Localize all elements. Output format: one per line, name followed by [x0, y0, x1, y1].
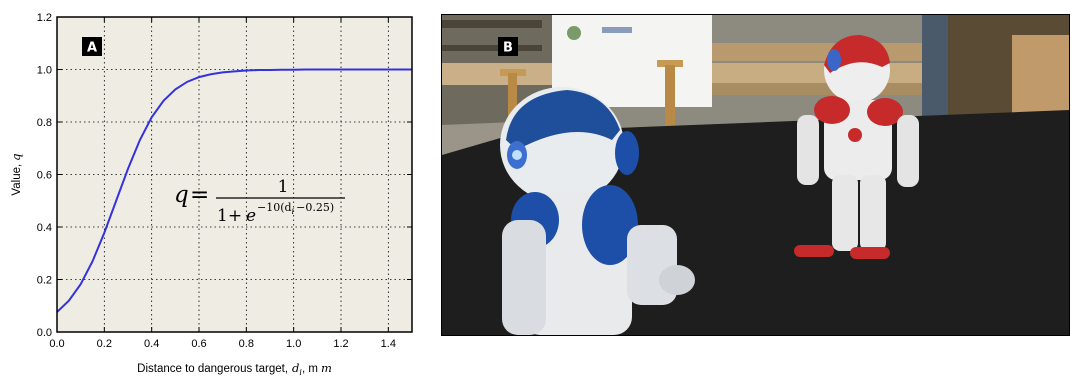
x-tick-label: 1.0: [286, 338, 301, 350]
axis-ticks: 0.0 0.2 0.4 0.6 0.8 1.0 1.2 1.4 0.0 0.2 0.4 0.6 0.8 1…: [37, 12, 412, 350]
y-tick-label: 0.6: [37, 170, 52, 182]
formula-denominator-base: e: [246, 206, 256, 226]
panel-label-a: A: [82, 37, 102, 56]
x-tick-label: 0.2: [97, 338, 112, 350]
robot-blue: [500, 87, 695, 335]
formula-exponent-tail: −0.25): [296, 201, 334, 214]
y-tick-label: 0.4: [37, 222, 52, 234]
panel-label-b: B: [498, 37, 518, 56]
grid-lines: [57, 17, 412, 332]
robot-red: [794, 35, 919, 259]
plot-frame: [56, 16, 413, 333]
photo-panel: B: [441, 14, 1070, 336]
formula-exponent: −10(d: [257, 201, 292, 214]
x-tick-label: 1.2: [333, 338, 348, 350]
y-tick-label: 0.2: [37, 275, 52, 287]
x-tick-label: 0.4: [144, 338, 159, 350]
panel-label-a-text: A: [87, 41, 97, 56]
formula-lhs: q: [174, 182, 189, 208]
x-tick-label: 0.8: [239, 338, 254, 350]
formula: q = 1 1+ e −10(di −0.25): [174, 177, 345, 226]
formula-equals: =: [190, 182, 209, 208]
y-tick-label: 0.0: [37, 327, 52, 339]
formula-numerator: 1: [278, 177, 289, 197]
y-tick-label: 0.8: [37, 117, 52, 129]
svg-text:−10(di−0.25): −10(di −0.25): [257, 201, 334, 216]
y-tick-label: 1.2: [37, 12, 52, 24]
x-tick-label: 0.0: [49, 338, 64, 350]
x-tick-label: 1.4: [381, 338, 396, 350]
y-axis-label: Value,q: [9, 153, 23, 195]
formula-exponent-sub: i: [292, 207, 295, 216]
formula-denominator-prefix: 1+: [217, 206, 242, 226]
series-layer: [56, 68, 413, 313]
panel-label-b-text: B: [503, 41, 513, 56]
y-tick-label: 1.0: [37, 65, 52, 77]
x-tick-label: 0.6: [191, 338, 206, 350]
robots-photo: B: [442, 15, 1069, 335]
